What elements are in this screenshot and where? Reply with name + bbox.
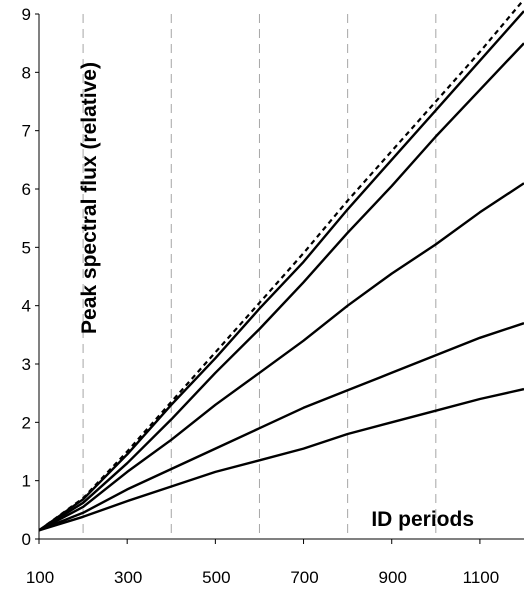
y-tick-label: 7: [22, 122, 31, 141]
y-tick-label: 3: [22, 355, 31, 374]
series-line-2: [39, 10, 524, 532]
series-lines: [39, 0, 524, 532]
y-axis-title: Peak spectral flux (relative): [78, 62, 101, 334]
grid-lines: [82, 14, 437, 539]
y-tick-label: 2: [22, 413, 31, 432]
x-tick-label: 300: [114, 568, 142, 587]
series-line-4: [39, 182, 524, 532]
x-tick-label: 500: [202, 568, 230, 587]
y-tick-label: 0: [22, 530, 31, 549]
x-axis-title: ID periods: [371, 508, 474, 531]
y-tick-label: 6: [22, 180, 31, 199]
x-tick-label: 100: [26, 568, 54, 587]
axes: [35, 13, 524, 544]
y-tick-label: 8: [22, 63, 31, 82]
series-line-1: [39, 0, 524, 532]
x-tick-label: 700: [290, 568, 318, 587]
x-tick-label: 1100: [463, 568, 500, 587]
series-line-6: [39, 387, 524, 532]
y-tick-label: 1: [22, 472, 31, 491]
tick-labels: 0 1 2 3 4 5 6 7 8 9 100 300 500 700 900 1100: [22, 5, 500, 587]
series-line-3: [39, 42, 524, 532]
y-tick-label: 9: [22, 5, 31, 24]
y-tick-label: 5: [22, 238, 31, 257]
x-tick-label: 900: [379, 568, 407, 587]
y-tick-label: 4: [22, 297, 31, 316]
series-line-5: [39, 322, 524, 532]
